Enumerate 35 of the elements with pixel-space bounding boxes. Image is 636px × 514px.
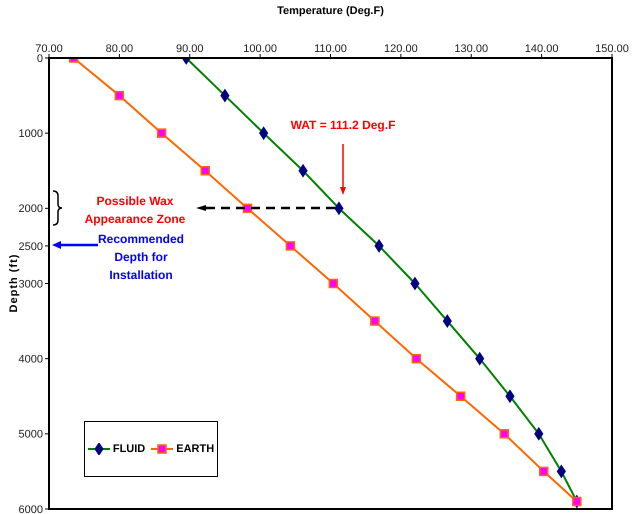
point	[114, 90, 124, 100]
point	[286, 241, 296, 251]
y-axis-title: Depth (ft)	[8, 254, 20, 312]
point	[500, 429, 510, 439]
y-tick-label: 0	[36, 52, 43, 65]
annotation: Recommended Depth for Installation	[96, 231, 186, 284]
point	[370, 316, 380, 326]
y-tick-label: 2000	[18, 203, 43, 216]
point	[412, 354, 422, 364]
y-tick-label: 1000	[18, 128, 43, 140]
annotation: Possible Wax Appearance Zone	[84, 193, 186, 228]
x-tick-label: 70.00	[35, 43, 63, 55]
x-tick-label: 90.00	[176, 43, 204, 55]
x-tick-label: 130.00	[454, 43, 488, 55]
point	[456, 392, 466, 401]
legend-label: FLUID	[112, 443, 146, 455]
x-tick-label: 110.00	[314, 43, 347, 55]
y-tick-label: 5000	[18, 428, 43, 441]
y-tick-label: 2500	[18, 240, 43, 253]
x-tick-label: 120.00	[384, 43, 418, 55]
x-tick-label: 100.00	[243, 43, 277, 55]
y-tick-label: 6000	[18, 504, 43, 514]
point	[328, 278, 338, 288]
x-tick-label: 150.00	[595, 43, 629, 55]
y-tick-label: 3000	[18, 278, 43, 290]
x-axis-title: Temperature (Deg.F)	[276, 5, 385, 17]
y-tick-label: 4000	[18, 354, 43, 366]
point	[538, 466, 548, 476]
annotation: WAT = 111.2 Deg.F	[290, 118, 396, 132]
point	[156, 128, 166, 138]
point	[242, 204, 252, 214]
point	[200, 166, 210, 176]
x-tick-label: 80.00	[106, 43, 134, 55]
x-tick-label: 140.00	[524, 43, 558, 55]
legend-label: EARTH	[175, 443, 214, 455]
